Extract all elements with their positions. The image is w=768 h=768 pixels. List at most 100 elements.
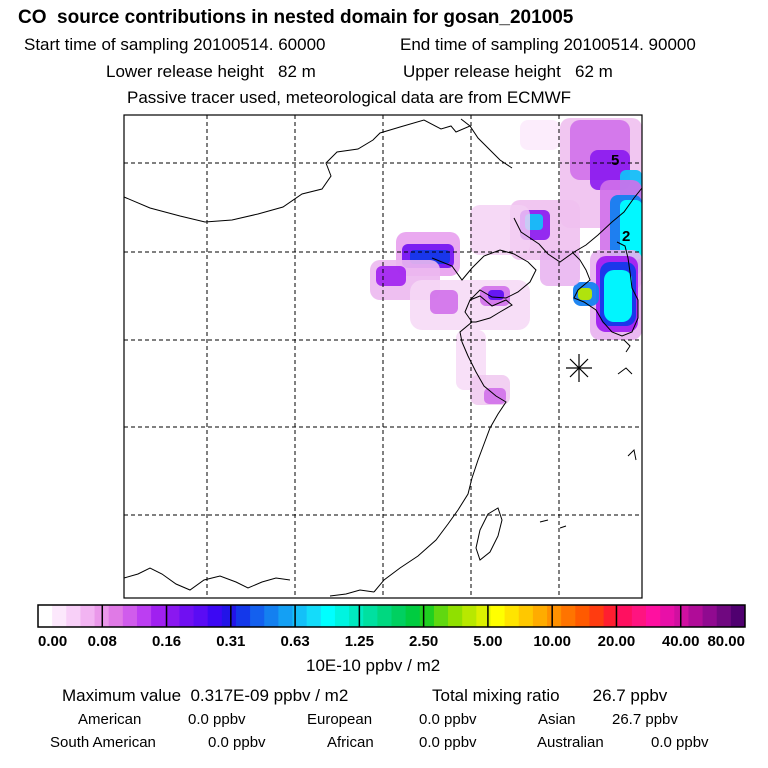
colorbar-tick-label: 0.00 bbox=[38, 633, 67, 650]
colorbar-tick-labels: 0.00 0.08 0.16 0.31 0.63 1.25 2.50 5.00 10.00 20.… bbox=[38, 633, 745, 650]
colorbar-cell bbox=[207, 605, 223, 627]
contour-label-2: 2 bbox=[622, 228, 630, 245]
colorbar-cell bbox=[38, 605, 53, 627]
colorbar-cell bbox=[660, 605, 675, 627]
concentration-cell bbox=[540, 250, 580, 286]
colorbar-cell bbox=[377, 605, 392, 627]
colorbar-tick-label: 80.00 bbox=[707, 633, 745, 650]
east-china-coast bbox=[373, 341, 507, 593]
colorbar-cell bbox=[674, 605, 689, 627]
korea-coast bbox=[572, 241, 639, 337]
colorbar-frame bbox=[37, 604, 746, 628]
colorbar-cell bbox=[320, 605, 336, 627]
concentration-cell bbox=[430, 290, 458, 314]
concentration-cell bbox=[484, 388, 506, 404]
colorbar-cell bbox=[688, 605, 703, 627]
region-south-american-value: 0.0 ppbv bbox=[208, 734, 266, 751]
colorbar-cell bbox=[193, 605, 209, 627]
concentration-cell bbox=[578, 288, 592, 300]
upper-release-label: Upper release height 62 m bbox=[403, 62, 613, 81]
tracer-note: Passive tracer used, meteorological data… bbox=[127, 88, 572, 107]
receptor-marker bbox=[566, 354, 592, 382]
colorbar-cell bbox=[603, 605, 619, 627]
colorbar-cells bbox=[37, 604, 746, 628]
region-african-value: 0.0 ppbv bbox=[419, 734, 477, 751]
colorbar-tick-label: 10.00 bbox=[533, 633, 571, 650]
colorbar-cell bbox=[235, 605, 251, 627]
region-european-label: European bbox=[307, 711, 373, 728]
end-time-label: End time of sampling 20100514. 90000 bbox=[400, 35, 696, 54]
colorbar-cell bbox=[349, 605, 364, 627]
region-european-value: 0.0 ppbv bbox=[419, 711, 477, 728]
colorbar-cell bbox=[363, 605, 378, 627]
colorbar-tick-label: 0.08 bbox=[88, 633, 117, 650]
colorbar-cell bbox=[702, 605, 718, 627]
total-mixing-label: Total mixing ratio 26.7 ppbv bbox=[432, 686, 668, 705]
colorbar-cell bbox=[646, 605, 661, 627]
border-ne-china bbox=[513, 187, 643, 263]
chart-title: CO source contributions in nested domain… bbox=[18, 7, 574, 28]
colorbar-cell bbox=[575, 605, 590, 627]
colorbar-cell bbox=[730, 605, 746, 627]
colorbar-cell bbox=[250, 605, 265, 627]
colorbar-tick-label: 20.00 bbox=[598, 633, 636, 650]
colorbar-cell bbox=[419, 605, 435, 627]
colorbar-cell bbox=[490, 605, 506, 627]
start-time-label: Start time of sampling 20100514. 60000 bbox=[24, 35, 326, 54]
colorbar-cell bbox=[433, 605, 449, 627]
shandong-coast bbox=[469, 295, 513, 323]
colorbar-cell bbox=[448, 605, 463, 627]
colorbar-cell bbox=[476, 605, 491, 627]
colorbar-cell bbox=[504, 605, 520, 627]
coastlines-borders bbox=[123, 118, 643, 597]
region-australian-value: 0.0 ppbv bbox=[651, 734, 709, 751]
colorbar-tick-label: 40.00 bbox=[662, 633, 700, 650]
region-american-value: 0.0 ppbv bbox=[188, 711, 246, 728]
colorbar-cell bbox=[617, 605, 633, 627]
colorbar-tick-label: 5.00 bbox=[473, 633, 502, 650]
concentration-cell bbox=[470, 205, 530, 255]
colorbar-cell bbox=[136, 605, 152, 627]
japan-islands bbox=[539, 339, 637, 529]
colorbar-cell bbox=[631, 605, 647, 627]
region-australian-label: Australian bbox=[537, 734, 604, 751]
colorbar-cell bbox=[391, 605, 407, 627]
border-china-north bbox=[469, 125, 513, 169]
colorbar-cell bbox=[334, 605, 350, 627]
colorbar-cell bbox=[306, 605, 322, 627]
colorbar-cell bbox=[221, 605, 237, 627]
concentration-cell bbox=[620, 200, 642, 260]
colorbar-cell bbox=[589, 605, 604, 627]
colorbar-tick-label: 0.16 bbox=[152, 633, 181, 650]
colorbar-cell bbox=[165, 605, 180, 627]
colorbar-cell bbox=[532, 605, 548, 627]
colorbar-cell bbox=[716, 605, 732, 627]
colorbar-cell bbox=[561, 605, 576, 627]
lat-lon-grid bbox=[124, 115, 642, 598]
contour-label-5: 5 bbox=[611, 152, 619, 169]
colorbar-tick-label: 0.31 bbox=[216, 633, 245, 650]
colorbar-cell bbox=[66, 605, 81, 627]
taiwan-coast bbox=[475, 507, 503, 561]
colorbar-tick-label: 2.50 bbox=[409, 633, 438, 650]
colorbar-cell bbox=[108, 605, 124, 627]
bohai-coast bbox=[431, 249, 537, 343]
colorbar-unit-label: 10E-10 ppbv / m2 bbox=[306, 656, 441, 675]
concentration-cell bbox=[520, 120, 560, 150]
colorbar-cell bbox=[518, 605, 534, 627]
region-south-american-label: South American bbox=[50, 734, 156, 751]
colorbar-cell bbox=[80, 605, 95, 627]
colorbar-cell bbox=[278, 605, 293, 627]
max-value-label: Maximum value 0.317E-09 ppbv / m2 bbox=[62, 686, 349, 705]
colorbar-cell bbox=[122, 605, 138, 627]
south-china-coast bbox=[329, 589, 375, 597]
colorbar-tick-label: 1.25 bbox=[345, 633, 374, 650]
concentration-cell bbox=[604, 270, 632, 322]
colorbar-cell bbox=[179, 605, 194, 627]
colorbar-cell bbox=[462, 605, 477, 627]
lower-release-label: Lower release height 82 m bbox=[106, 62, 316, 81]
colorbar-cell bbox=[292, 605, 308, 627]
colorbar-cell bbox=[264, 605, 279, 627]
